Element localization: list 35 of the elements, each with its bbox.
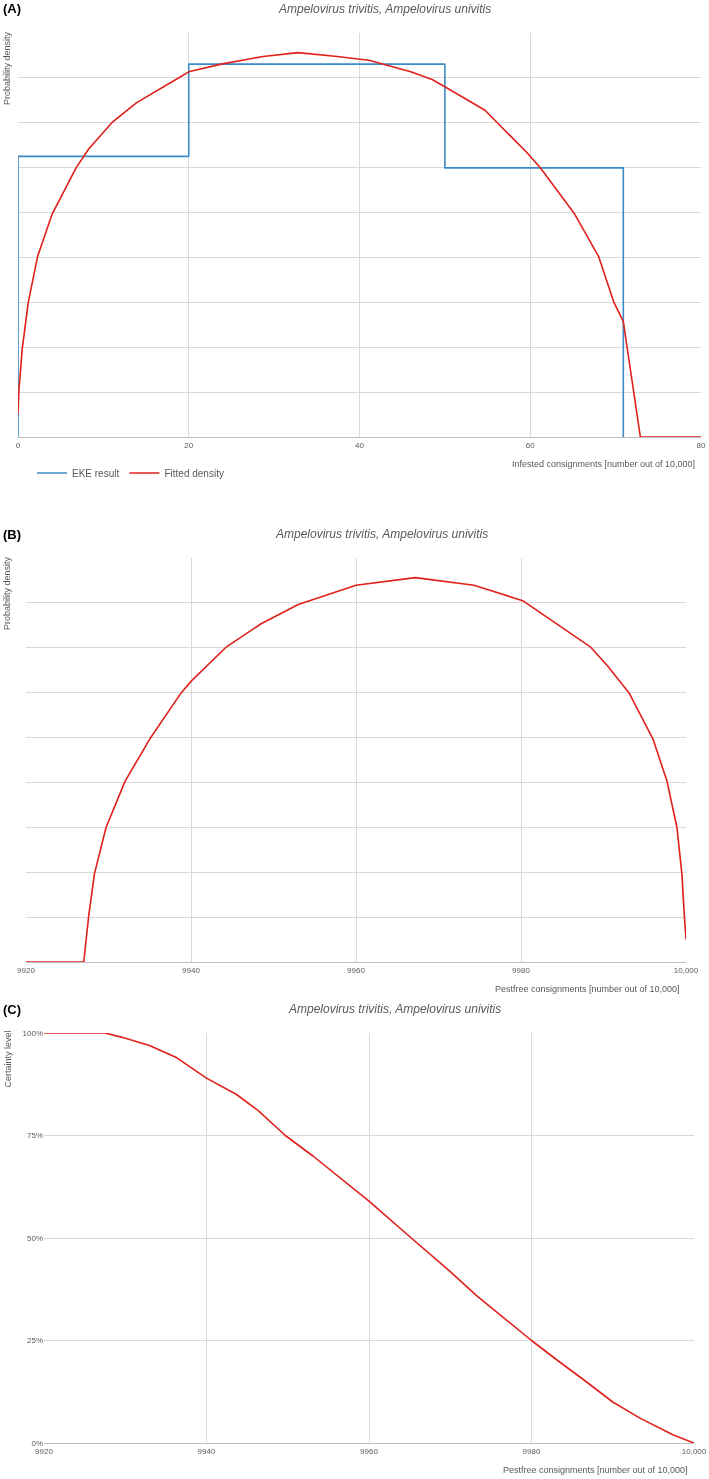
text: (B) [3,527,22,542]
y-tick-label: 100% [22,1028,43,1038]
x-tick-label: 40 [355,440,365,450]
x-tick-label: 9960 [360,1446,379,1456]
x-tick-label: 20 [184,440,194,450]
y-tick-label: 75% [26,1131,43,1141]
x-tick-label: 9940 [182,965,201,975]
x-tick-label: 10,000 [681,1446,707,1456]
chart-title: Ampelovirus trivitis, Ampelovirus univitis [288,1002,502,1016]
y-tick-label: 25% [26,1336,43,1346]
chart-title: Ampelovirus trivitis, Ampelovirus univitis [278,2,492,16]
y-axis-title: Probability density [2,31,12,105]
x-axis-title: Pestfree consignments [number out of 10,000] [495,984,680,994]
x-tick-label: 9940 [197,1446,216,1456]
chart-title: Ampelovirus trivitis, Ampelovirus univitis [275,527,489,541]
text: (C) [3,1002,22,1017]
x-tick-label: 9920 [17,965,36,975]
x-tick-label: 10,000 [673,965,699,975]
x-tick-label: 9980 [512,965,531,975]
x-tick-label: 80 [696,440,706,450]
x-tick-label: 0 [15,440,21,450]
y-axis-title: Probability density [2,556,12,630]
text: (A) [3,1,22,16]
legend-label: EKE result [72,467,120,479]
x-tick-label: 60 [525,440,536,450]
x-tick-label: 9920 [35,1446,54,1456]
y-axis-title: Certainty level [2,1030,13,1088]
x-axis-title: Infested consignments [number out of 10,000] [512,459,696,469]
x-tick-label: 9980 [522,1446,541,1456]
x-tick-label: 9960 [347,965,366,975]
y-tick-label: 50% [26,1233,43,1243]
y-tick-label: 0% [31,1438,43,1448]
legend-label: Fitted density [164,467,224,479]
x-axis-title: Pestfree consignments [number out of 10,000] [503,1465,688,1475]
line-series [44,1033,694,1443]
